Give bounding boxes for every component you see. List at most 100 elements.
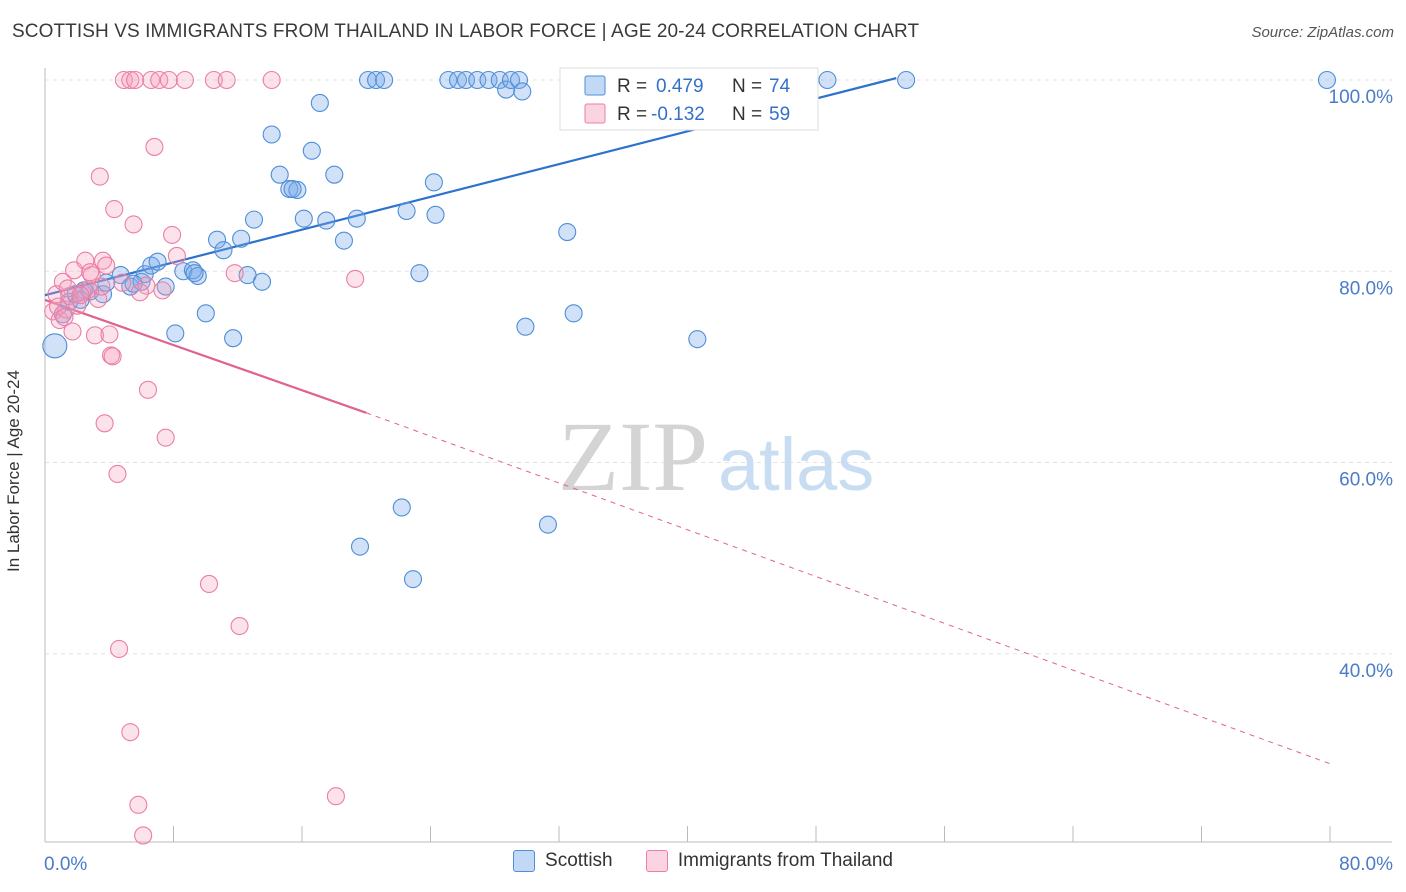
tick-labels: 100.0% 80.0% 60.0% 40.0% 0.0% 80.0% [44,87,1393,875]
stats-n-value-1: 74 [769,76,791,97]
point-scottish-21 [224,329,243,348]
legend-item-thailand: Immigrants from Thailand [645,850,893,872]
source-note: Source: ZipAtlas.com [1251,24,1394,41]
point-thailand-54 [71,286,90,305]
point-thailand-21 [103,347,122,366]
point-thailand-43 [175,70,194,90]
trend-line-thailand-projection [366,412,1331,765]
data-points [42,70,1337,845]
point-scottish-20 [214,241,233,260]
point-thailand-48 [230,616,249,636]
point-thailand-40 [159,70,178,90]
point-thailand-2 [50,310,69,330]
x-tick-label-1: 80.0% [1339,854,1393,875]
point-thailand-20 [101,346,121,365]
point-thailand-55 [81,263,100,282]
stats-r-value-2: -0.132 [651,104,705,125]
point-thailand-15 [90,167,109,186]
point-scottish-22 [232,229,251,248]
point-thailand-56 [92,277,111,296]
point-thailand-18 [97,256,116,275]
point-thailand-49 [262,70,281,90]
point-scottish-53 [497,80,516,99]
point-thailand-30 [126,70,145,90]
point-scottish-55 [509,70,529,90]
point-thailand-44 [199,574,219,593]
point-scottish-26 [262,125,281,144]
legend-label-scottish: Scottish [545,850,613,871]
point-thailand-13 [85,326,105,345]
point-thailand-34 [138,380,158,399]
point-thailand-32 [134,826,153,845]
stats-r-value-1: 0.479 [656,76,704,97]
point-thailand-45 [204,70,223,90]
point-scottish-27 [270,165,289,184]
stats-box: R = 0.479 N = 74 R = -0.132 N = 59 [559,67,819,131]
point-scottish-42 [397,201,416,221]
point-scottish-70 [148,252,167,271]
point-thailand-16 [93,251,113,270]
point-scottish-17 [188,266,207,286]
point-scottish-40 [375,70,394,90]
point-scottish-65 [818,70,837,90]
point-scottish-59 [564,304,583,323]
legend-swatch-scottish [513,850,536,872]
point-scottish-44 [410,264,429,283]
legend-swatch-thailand [645,850,668,872]
legend-label-thailand: Immigrants from Thailand [677,850,893,871]
point-scottish-31 [302,141,321,160]
stats-n-label-1: N = [732,76,762,97]
point-scottish-66 [897,70,916,90]
grid-lines [45,79,1392,655]
y-tick-label-0: 100.0% [1329,87,1394,108]
point-thailand-37 [150,70,169,90]
point-scottish-0 [42,333,68,359]
stats-swatch-thailand [584,103,606,124]
point-thailand-23 [108,464,127,484]
watermark-atlas: atlas [718,423,874,506]
axes [44,68,1392,843]
stats-n-value-2: 59 [769,104,790,125]
point-scottish-71 [185,264,204,283]
watermark-zip: ZIP [558,401,708,512]
point-thailand-8 [68,296,87,315]
point-thailand-46 [217,70,236,90]
x-tick-label-0: 0.0% [44,854,87,875]
point-thailand-58 [55,308,74,327]
point-scottish-36 [347,209,366,228]
point-scottish-73 [513,82,532,101]
point-thailand-31 [129,795,148,814]
stats-r-label-1: R = [617,76,647,97]
point-scottish-25 [252,272,272,291]
point-scottish-45 [424,173,443,192]
point-scottish-15 [174,262,193,281]
point-scottish-34 [325,165,344,184]
point-thailand-24 [110,639,129,659]
point-scottish-33 [317,211,336,230]
y-tick-label-2: 60.0% [1339,470,1393,491]
point-scottish-16 [183,261,203,280]
point-scottish-46 [426,205,445,224]
stats-n-label-2: N = [732,104,762,125]
legend-item-scottish: Scottish [513,850,613,872]
point-scottish-43 [403,570,423,589]
point-scottish-24 [244,210,264,229]
point-scottish-57 [538,515,557,534]
point-scottish-41 [392,498,411,517]
point-thailand-47 [225,264,244,283]
point-scottish-32 [310,93,329,112]
y-tick-label-3: 40.0% [1339,661,1393,682]
point-scottish-35 [334,231,353,250]
point-scottish-64 [688,330,707,349]
watermark: ZIP atlas [558,401,874,512]
point-scottish-58 [558,222,577,242]
point-thailand-39 [156,428,175,447]
stats-swatch-scottish [584,75,606,96]
point-thailand-42 [167,246,186,265]
point-thailand-28 [124,215,143,234]
trend-line-thailand [44,298,367,414]
chart-title: SCOTTISH VS IMMIGRANTS FROM THAILAND IN … [12,21,920,42]
point-scottish-37 [350,537,370,556]
point-thailand-17 [95,414,114,433]
